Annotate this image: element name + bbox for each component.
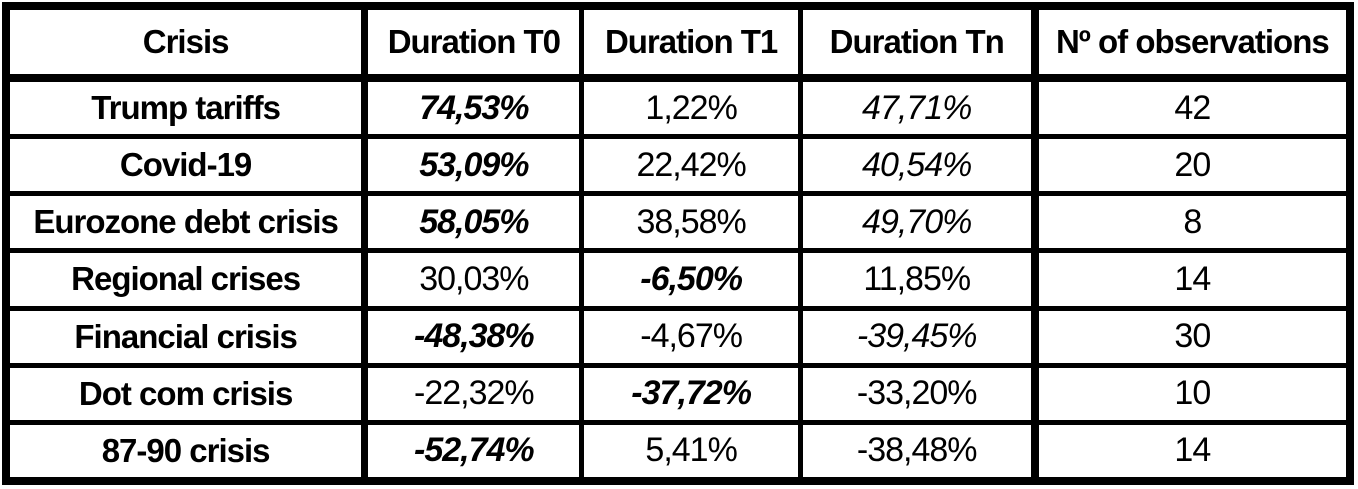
- duration-t0-cell: 74,53%: [362, 75, 585, 140]
- crisis-cell: Trump tariffs: [3, 75, 369, 140]
- duration-t1-cell: 22,42%: [579, 134, 803, 197]
- duration-t1-cell: -6,50%: [579, 248, 803, 311]
- duration-t0-cell: 58,05%: [362, 191, 585, 254]
- table-row: Dot com crisis -22,32% -37,72% -33,20% 1…: [3, 362, 1353, 425]
- duration-t1-cell: 1,22%: [579, 75, 803, 140]
- duration-t1-cell: -4,67%: [579, 305, 803, 368]
- observations-cell: 42: [1032, 75, 1353, 140]
- column-header-duration-t1: Duration T1: [579, 3, 803, 82]
- observations-cell: 10: [1032, 362, 1353, 425]
- crisis-cell: Eurozone debt crisis: [3, 191, 369, 254]
- duration-t0-cell: -48,38%: [362, 305, 585, 368]
- duration-t0-cell: 30,03%: [362, 248, 585, 311]
- observations-cell: 8: [1032, 191, 1353, 254]
- table-row: Trump tariffs 74,53% 1,22% 47,71% 42: [3, 75, 1353, 140]
- header-row: Crisis Duration T0 Duration T1 Duration …: [3, 3, 1353, 82]
- observations-cell: 20: [1032, 134, 1353, 197]
- column-header-duration-tn: Duration Tn: [797, 3, 1039, 82]
- observations-cell: 14: [1032, 248, 1353, 311]
- observations-cell: 14: [1032, 419, 1353, 484]
- column-header-observations: Nº of observations: [1032, 3, 1353, 82]
- duration-t1-cell: 5,41%: [579, 419, 803, 484]
- column-header-crisis: Crisis: [3, 3, 369, 82]
- duration-tn-cell: 49,70%: [797, 191, 1039, 254]
- table-row: Eurozone debt crisis 58,05% 38,58% 49,70…: [3, 191, 1353, 254]
- observations-cell: 30: [1032, 305, 1353, 368]
- crisis-cell: Financial crisis: [3, 305, 369, 368]
- duration-t0-cell: -52,74%: [362, 419, 585, 484]
- crisis-cell: 87-90 crisis: [3, 419, 369, 484]
- duration-tn-cell: 11,85%: [797, 248, 1039, 311]
- duration-tn-cell: -33,20%: [797, 362, 1039, 425]
- duration-t0-cell: -22,32%: [362, 362, 585, 425]
- duration-tn-cell: 47,71%: [797, 75, 1039, 140]
- table-row: Regional crises 30,03% -6,50% 11,85% 14: [3, 248, 1353, 311]
- table-row: Financial crisis -48,38% -4,67% -39,45% …: [3, 305, 1353, 368]
- column-header-duration-t0: Duration T0: [362, 3, 585, 82]
- duration-tn-cell: 40,54%: [797, 134, 1039, 197]
- crisis-cell: Covid-19: [3, 134, 369, 197]
- duration-tn-cell: -39,45%: [797, 305, 1039, 368]
- table-row: Covid-19 53,09% 22,42% 40,54% 20: [3, 134, 1353, 197]
- duration-tn-cell: -38,48%: [797, 419, 1039, 484]
- crisis-cell: Dot com crisis: [3, 362, 369, 425]
- table-row: 87-90 crisis -52,74% 5,41% -38,48% 14: [3, 419, 1353, 484]
- duration-t1-cell: 38,58%: [579, 191, 803, 254]
- duration-t0-cell: 53,09%: [362, 134, 585, 197]
- crisis-cell: Regional crises: [3, 248, 369, 311]
- duration-t1-cell: -37,72%: [579, 362, 803, 425]
